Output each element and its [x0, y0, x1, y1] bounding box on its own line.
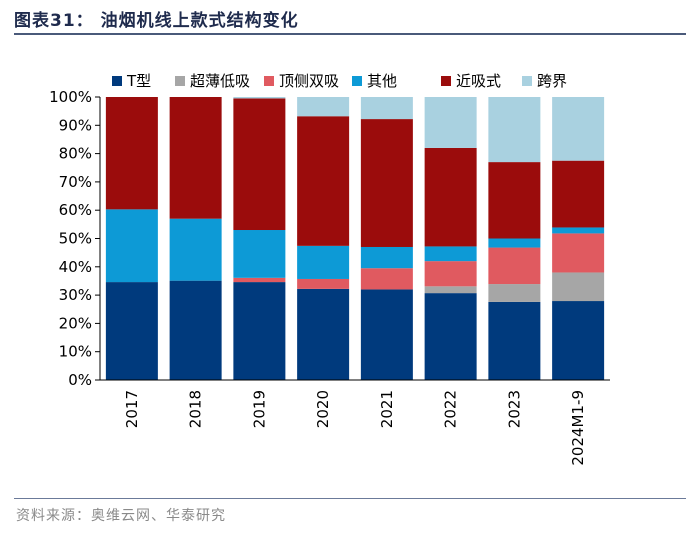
bar-segment-0-4 — [105, 97, 158, 210]
bar-segment-7-0 — [552, 301, 605, 380]
bar-segment-3-4 — [297, 116, 350, 246]
y-tick-label-10: 100% — [49, 88, 92, 106]
source-note: 资料来源：奥维云网、华泰研究 — [16, 508, 226, 524]
y-tick-label-9: 90% — [59, 116, 92, 134]
bar-segment-5-2 — [424, 261, 477, 287]
legend-swatch-1 — [175, 76, 185, 86]
x-tick-label-2: 2019 — [250, 390, 268, 428]
bar-segment-4-5 — [360, 97, 413, 120]
bar-segment-5-1 — [424, 286, 477, 294]
bar-segment-4-2 — [360, 268, 413, 290]
y-tick-label-6: 60% — [59, 201, 92, 219]
bar-segment-2-4 — [233, 98, 286, 231]
legend-swatch-5 — [522, 76, 532, 86]
bar-segment-6-4 — [488, 162, 541, 239]
bar-segment-2-0 — [233, 282, 286, 380]
bar-segment-7-4 — [552, 160, 605, 228]
bar-segment-5-0 — [424, 293, 477, 380]
x-tick-label-5: 2022 — [442, 390, 460, 428]
bar-segment-4-4 — [360, 119, 413, 247]
legend-label-5: 跨界 — [537, 72, 567, 90]
stacked-bar-chart: T型 超薄低吸 顶侧双吸 其他 近吸式 跨界 0% 10% 20% 30% 40% 50% 60% 70%… — [49, 72, 610, 466]
y-tick-label-4: 40% — [59, 258, 92, 276]
x-tick-label-0: 2017 — [123, 390, 141, 428]
bar-segment-3-2 — [297, 278, 350, 289]
legend-swatch-0 — [112, 76, 122, 86]
bar-segment-6-2 — [488, 247, 541, 285]
legend-swatch-2 — [264, 76, 274, 86]
bar-segment-3-0 — [297, 288, 350, 380]
bar-segment-1-0 — [169, 280, 222, 380]
x-tick-label-1: 2018 — [187, 390, 205, 428]
bar-segment-7-2 — [552, 233, 605, 273]
figure-title: 图表31： 油烟机线上款式结构变化 — [14, 11, 299, 31]
title-divider — [14, 33, 686, 35]
y-tick-label-7: 70% — [59, 173, 92, 191]
legend-swatch-4 — [441, 76, 451, 86]
bar-segment-5-4 — [424, 147, 477, 247]
bar-segment-4-0 — [360, 289, 413, 380]
bar-segment-2-2 — [233, 277, 286, 283]
bar-segment-7-5 — [552, 97, 605, 161]
y-tick-label-3: 30% — [59, 286, 92, 304]
bar-segment-0-0 — [105, 282, 158, 380]
bar-segment-5-3 — [424, 246, 477, 262]
y-tick-label-0: 0% — [68, 371, 92, 389]
y-tick-label-5: 50% — [59, 230, 92, 248]
bar-segment-1-4 — [169, 97, 222, 219]
footer-divider — [14, 498, 686, 499]
legend-label-0: T型 — [126, 72, 151, 90]
legend-label-4: 近吸式 — [456, 72, 501, 90]
y-tick-label-1: 10% — [59, 343, 92, 361]
bar-segment-7-1 — [552, 272, 605, 302]
y-tick-label-8: 80% — [59, 145, 92, 163]
bar-segment-2-3 — [233, 230, 286, 278]
x-tick-label-6: 2023 — [505, 390, 523, 428]
bar-segment-5-5 — [424, 97, 477, 148]
bar-segment-4-3 — [360, 246, 413, 269]
legend-label-1: 超薄低吸 — [190, 72, 250, 90]
bar-segment-0-3 — [105, 209, 158, 283]
bar-segment-6-0 — [488, 301, 541, 380]
bar-segment-3-3 — [297, 245, 350, 279]
legend-swatch-3 — [352, 76, 362, 86]
bar-segment-6-3 — [488, 238, 541, 248]
y-tick-label-2: 20% — [59, 314, 92, 332]
x-tick-label-7: 2024M1-9 — [569, 390, 587, 466]
x-tick-label-3: 2020 — [314, 390, 332, 428]
bar-segment-1-3 — [169, 218, 222, 281]
legend-label-2: 顶侧双吸 — [279, 72, 339, 90]
legend-label-3: 其他 — [367, 72, 397, 90]
bar-segment-7-3 — [552, 227, 605, 234]
bar-segment-6-1 — [488, 284, 541, 302]
bar-segment-6-5 — [488, 97, 541, 163]
x-tick-label-4: 2021 — [378, 390, 396, 428]
bar-segment-2-5 — [233, 97, 286, 99]
bar-segment-3-5 — [297, 97, 350, 117]
